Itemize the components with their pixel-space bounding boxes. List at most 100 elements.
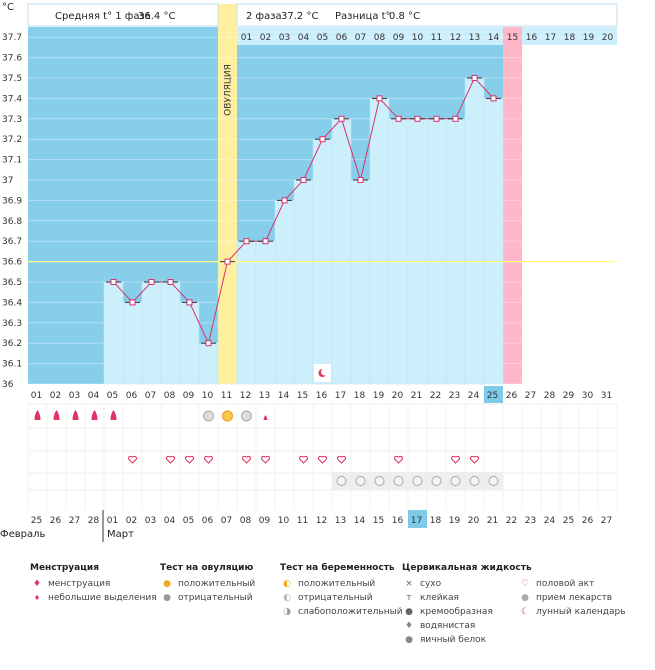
- phase2-day-label: 02: [260, 33, 271, 43]
- temperature-bar: [483, 98, 504, 385]
- cycle-day-label: 02: [50, 391, 61, 401]
- temperature-bars: [103, 77, 504, 385]
- creamy-icon: ●: [405, 607, 413, 617]
- drop-icon: ♦: [32, 579, 42, 589]
- menstruation-drop-icon: [91, 410, 98, 420]
- calendar-date: 27: [601, 516, 612, 526]
- legend-title: Цервикальная жидкость: [402, 563, 532, 573]
- y-tick-label: 37.6: [2, 54, 22, 64]
- cycle-day-label: 05: [107, 391, 118, 401]
- cycle-day-label: 03: [69, 391, 80, 401]
- y-tick-label: 37.3: [2, 115, 22, 125]
- temperature-point: [224, 258, 231, 265]
- phase2-day-label: 13: [469, 33, 480, 43]
- cycle-day-label: 22: [430, 391, 441, 401]
- cycle-day-label: 18: [354, 391, 366, 401]
- calendar-date: 17: [411, 516, 422, 526]
- weak-test-icon: ◑: [283, 607, 291, 617]
- cycle-day-label: 29: [563, 391, 575, 401]
- calendar-date: 25: [31, 516, 42, 526]
- phase2-day-label: 03: [279, 33, 290, 43]
- phase2-day-label: 11: [431, 33, 442, 43]
- small-discharge-icon: [111, 415, 116, 420]
- today-day-highlight: [484, 386, 503, 403]
- phase2-day-label: 18: [564, 33, 576, 43]
- calendar-dates: 25 26 27 28 01 02 03 04 05 06 07 08 09 10 11 12 13 14 15 16…: [31, 510, 612, 542]
- temperature-bar: [141, 281, 162, 385]
- phase2-day-label: 04: [298, 33, 310, 43]
- ovulation-test-negative-icon: [203, 410, 214, 422]
- temperature-point: [452, 115, 459, 122]
- pill-icon: [393, 476, 404, 486]
- temperature-bar: [236, 240, 257, 385]
- y-tick-label: 36.5: [2, 278, 22, 288]
- heart-icon: [241, 455, 252, 464]
- calendar-date: 28: [88, 516, 100, 526]
- cycle-day-label: 15: [297, 391, 308, 401]
- temperature-bar: [426, 118, 447, 385]
- diff-label: Разница t°: [335, 11, 391, 22]
- calendar-date: 07: [221, 516, 232, 526]
- pill-icon: [469, 476, 480, 486]
- temperature-bar: [388, 118, 409, 385]
- legend-title: Менструация: [30, 563, 99, 573]
- legend-label: кремообразная: [420, 607, 493, 617]
- calendar-date: 09: [259, 516, 271, 526]
- phase2-label: 2 фаза: [246, 11, 282, 22]
- temperature-bar: [255, 240, 276, 385]
- legend-label: клейкая: [420, 593, 459, 603]
- y-tick-label: 36.7: [2, 237, 22, 247]
- phase2-day-label: 16: [526, 33, 538, 43]
- heart-icon: [393, 455, 404, 464]
- sun-icon: ●: [163, 579, 171, 589]
- calendar-date: 24: [544, 516, 556, 526]
- legend-label: яичный белок: [420, 635, 487, 645]
- temperature-bar: [407, 118, 428, 385]
- calendar-date: 25: [563, 516, 574, 526]
- heart-icon: ♡: [520, 579, 530, 589]
- cycle-day-label: 09: [183, 391, 195, 401]
- heart-icon: [165, 455, 176, 464]
- pill-icon: [412, 476, 423, 486]
- phase2-day-label: 07: [355, 33, 366, 43]
- phase2-day-label: 14: [488, 33, 500, 43]
- cycle-day-label: 10: [202, 391, 214, 401]
- heart-icon: [260, 455, 271, 464]
- bbt-chart: ОВУЛЯЦИЯ 37.737.637.537.437.337.237.1373…: [2, 2, 618, 542]
- phase2-day-label: 09: [393, 33, 405, 43]
- dry-icon: ×: [405, 579, 413, 589]
- calendar-date: 13: [335, 516, 346, 526]
- highlight-day-column: [503, 27, 522, 384]
- temperature-bar: [293, 179, 314, 385]
- heart-icon: [317, 455, 328, 464]
- ovulation-test-positive-icon: [222, 410, 233, 422]
- ovulation-label: ОВУЛЯЦИЯ: [224, 64, 234, 116]
- y-axis: 37.7 37.6 37.5 37.4 37.3 37.2 37.1 37 36.9 36.8 36…: [2, 33, 22, 390]
- calendar-date: 03: [145, 516, 156, 526]
- temperature-point: [433, 115, 440, 122]
- legend-label: менструация: [48, 579, 111, 589]
- cycle-day-label: 01: [31, 391, 42, 401]
- legend-cervical: Цервикальная жидкость × сухо т клейкая ● кр…: [402, 563, 532, 647]
- phase1-value: 36.4 °C: [138, 11, 175, 22]
- pill-icon: ●: [521, 593, 529, 603]
- heart-icon: [203, 455, 214, 464]
- y-tick-label: 36: [2, 380, 14, 390]
- cycle-day-label: 14: [278, 391, 290, 401]
- calendar-date: 12: [316, 516, 327, 526]
- temperature-point: [357, 177, 364, 183]
- calendar-date: 22: [506, 516, 517, 526]
- phase2-day-label: 05: [317, 33, 328, 43]
- calendar-date: 14: [354, 516, 366, 526]
- temperature-bar: [274, 200, 295, 385]
- temperature-point: [167, 279, 174, 285]
- phase2-day-label: 10: [412, 33, 424, 43]
- legend-title: Тест на беременность: [280, 563, 395, 573]
- y-tick-label: 36.6: [2, 258, 22, 268]
- legend-label: отрицательный: [298, 593, 373, 603]
- pill-icon: [336, 476, 347, 486]
- cycle-day-label: 13: [259, 391, 270, 401]
- y-tick-label: 37.4: [2, 94, 22, 104]
- cycle-day-label: 21: [411, 391, 422, 401]
- phase1-label: Средняя t° 1 фаза: [55, 11, 151, 22]
